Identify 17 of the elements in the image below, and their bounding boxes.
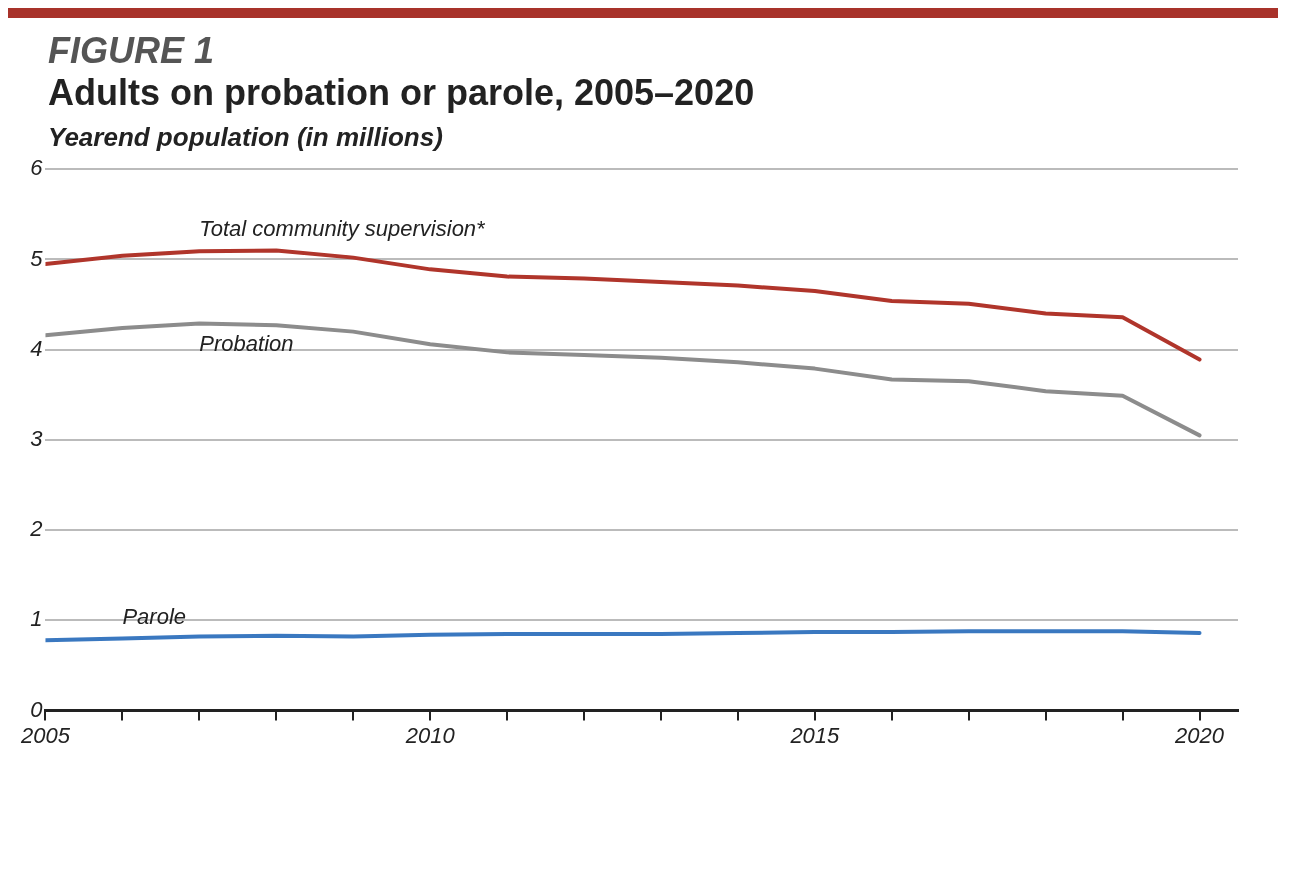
y-tick-label: 2: [29, 516, 43, 542]
y-tick-label: 6: [30, 155, 44, 181]
series-label: Parole: [122, 603, 186, 629]
x-tick-label: 2010: [404, 722, 456, 748]
x-tick-label: 2020: [1174, 722, 1225, 748]
y-axis-title: Yearend population (in millions): [48, 122, 444, 153]
y-tick-label: 5: [30, 245, 44, 271]
y-tick-label: 1: [30, 606, 43, 632]
chart-subtitle: Adults on probation or parole, 2005–2020: [48, 72, 756, 114]
y-tick-label: 4: [30, 335, 43, 361]
x-tick-label: 2015: [789, 722, 841, 748]
chart-title: FIGURE 1: [48, 30, 216, 72]
series-label: Total community supervision*: [199, 216, 487, 242]
x-tick-label: 2005: [19, 722, 71, 748]
series-label: Probation: [199, 330, 294, 356]
y-tick-label: 3: [30, 426, 44, 452]
y-tick-label: 0: [30, 696, 44, 722]
